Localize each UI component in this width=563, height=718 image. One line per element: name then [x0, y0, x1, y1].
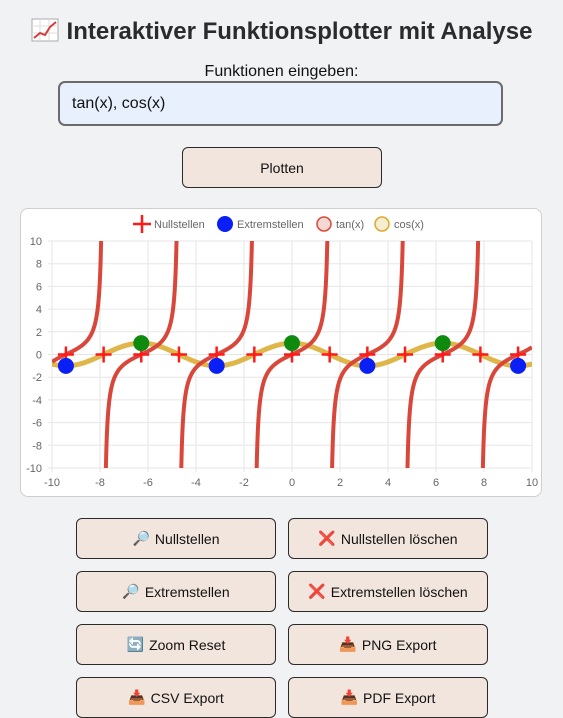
legend-cos-swatch	[374, 216, 390, 232]
zoom-reset-button[interactable]: 🔄 Zoom Reset	[76, 624, 276, 665]
csv-export-label: CSV Export	[150, 689, 224, 706]
y-tick-label: 4	[36, 304, 42, 316]
x-tick-label: 10	[526, 477, 538, 489]
legend-zeros-label: Nullstellen	[154, 219, 205, 231]
series-tan-line	[52, 241, 104, 364]
plot-button[interactable]: Plotten	[182, 147, 382, 188]
find-extrema-button[interactable]: 🔎 Extremstellen	[76, 571, 276, 612]
minimum-marker	[57, 357, 74, 374]
y-tick-label: 6	[36, 281, 42, 293]
legend-tan-swatch	[316, 216, 332, 232]
legend-zeros-swatch	[133, 215, 151, 233]
zero-marker	[397, 346, 414, 363]
minimum-marker	[359, 357, 376, 374]
csv-export-button[interactable]: 📥 CSV Export	[76, 677, 276, 718]
pdf-export-label: PDF Export	[363, 689, 436, 706]
inbox-tray-icon: 📥	[340, 689, 359, 705]
zoom-reset-label: Zoom Reset	[149, 636, 226, 653]
plot-button-label: Plotten	[260, 159, 304, 176]
y-tick-label: -10	[26, 463, 42, 475]
clear-extrema-label: Extremstellen löschen	[330, 583, 468, 600]
function-chart[interactable]: -10 -8 -6 -4 -2 0 2 4 6 8 10 10 8 6 4 2 0 -2 -4 -6 -8 -10 Null…	[21, 209, 541, 496]
maximum-marker	[434, 335, 451, 352]
function-input[interactable]	[58, 81, 503, 126]
chart-increasing-icon	[31, 18, 59, 42]
magnifier-icon: 🔎	[122, 583, 140, 599]
minimum-marker	[208, 357, 225, 374]
x-tick-label: -6	[143, 477, 153, 489]
clear-zeros-button[interactable]: ❌ Nullstellen löschen	[288, 518, 488, 559]
y-tick-label: -8	[32, 440, 42, 452]
cross-mark-icon: ❌	[308, 583, 326, 599]
x-tick-label: 0	[289, 477, 295, 489]
x-tick-label: 2	[337, 477, 343, 489]
x-tick-label: 6	[433, 477, 439, 489]
png-export-label: PNG Export	[361, 636, 437, 653]
y-tick-label: 8	[36, 259, 42, 271]
pdf-export-button[interactable]: 📥 PDF Export	[288, 677, 488, 718]
inbox-tray-icon: 📥	[128, 689, 146, 705]
y-tick-label: -2	[32, 372, 42, 384]
clear-zeros-label: Nullstellen löschen	[340, 530, 458, 547]
series-tan-line	[480, 345, 532, 468]
y-tick-label: 2	[36, 327, 42, 339]
clear-extrema-button[interactable]: ❌ Extremstellen löschen	[288, 571, 488, 612]
x-tick-label: -10	[44, 477, 60, 489]
function-input-label: Funktionen eingeben:	[204, 63, 359, 80]
page-title-text: Interaktiver Funktionsplotter mit Analys…	[66, 18, 533, 45]
legend-cos-label: cos(x)	[394, 219, 424, 231]
zero-marker	[170, 346, 187, 363]
y-tick-label: 0	[36, 350, 42, 362]
inbox-tray-icon: 📥	[339, 636, 357, 652]
legend-tan-label: tan(x)	[336, 219, 364, 231]
x-tick-label: 8	[481, 477, 487, 489]
y-tick-label: 10	[30, 236, 42, 248]
refresh-icon: 🔄	[126, 636, 145, 652]
y-tick-label: -4	[32, 395, 42, 407]
find-extrema-label: Extremstellen	[144, 583, 230, 600]
png-export-button[interactable]: 📥 PNG Export	[288, 624, 488, 665]
page-title: Interaktiver Funktionsplotter mit Analys…	[0, 18, 563, 46]
plot-area	[52, 241, 532, 468]
zero-marker	[321, 346, 338, 363]
legend-extrema-swatch	[217, 216, 233, 232]
zero-marker	[472, 346, 489, 363]
x-tick-label: 4	[385, 477, 391, 489]
chart-card: -10 -8 -6 -4 -2 0 2 4 6 8 10 10 8 6 4 2 0 -2 -4 -6 -8 -10 Null…	[20, 208, 542, 497]
zero-marker	[95, 346, 112, 363]
maximum-marker	[133, 335, 150, 352]
find-zeros-label: Nullstellen	[154, 530, 220, 547]
find-zeros-button[interactable]: 🔎 Nullstellen	[76, 518, 276, 559]
legend-extrema-label: Extremstellen	[237, 219, 304, 231]
zero-marker	[246, 346, 263, 363]
y-tick-label: -6	[32, 418, 42, 430]
minimum-marker	[510, 357, 527, 374]
magnifier-icon: 🔎	[132, 530, 150, 546]
x-tick-label: -2	[239, 477, 249, 489]
maximum-marker	[284, 335, 300, 352]
x-tick-label: -8	[95, 477, 105, 489]
cross-mark-icon: ❌	[318, 530, 336, 546]
x-tick-label: -4	[191, 477, 201, 489]
